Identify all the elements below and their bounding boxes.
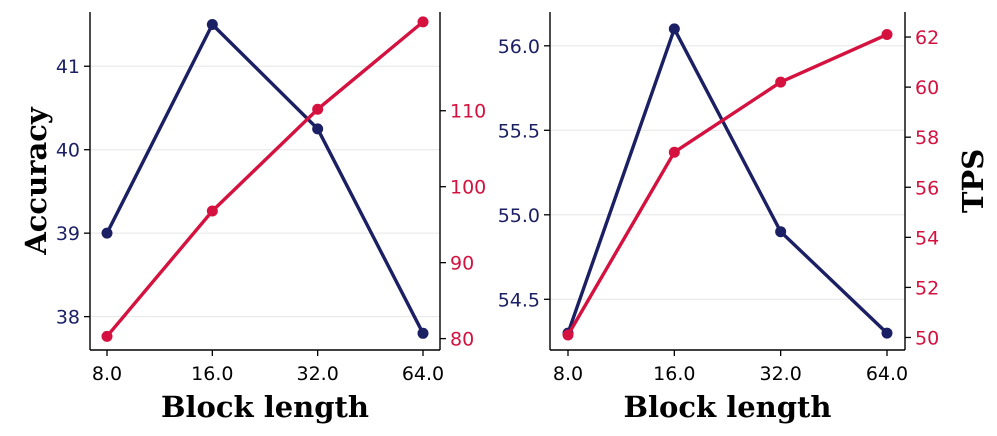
x-tick-label: 16.0 (191, 363, 233, 385)
data-point-tps (562, 329, 574, 341)
series-line-accuracy (566, 27, 889, 335)
right-tick-label: 80 (450, 329, 474, 351)
data-point-tps (668, 146, 680, 158)
x-tick-label: 64.0 (866, 363, 908, 385)
data-point-accuracy (312, 123, 324, 135)
right-tick-label: 110 (450, 101, 486, 123)
right-tick-label: 62 (915, 27, 939, 49)
x-tick-label: 32.0 (297, 363, 339, 385)
x-tick-label: 32.0 (760, 363, 802, 385)
left-tick-label: 56.0 (498, 36, 540, 58)
right-tick-label: 52 (915, 277, 939, 299)
x-tick-label: 8.0 (553, 363, 583, 385)
right-tick-label: 60 (915, 77, 939, 99)
right-tick-label: 100 (450, 177, 486, 199)
series-line-accuracy (105, 22, 425, 335)
series-line-tps (105, 20, 425, 338)
data-point-tps (417, 16, 429, 28)
data-point-tps (206, 205, 218, 217)
data-point-accuracy (775, 226, 787, 238)
data-point-tps (881, 29, 893, 41)
left-axis-title: Accuracy (19, 106, 53, 256)
data-point-accuracy (101, 227, 113, 239)
chart-panel-left: 38 39 40 41 80 90 100 110 8.0 16.0 32.0 64.0 Block l… (19, 12, 486, 424)
right-tick-label: 50 (915, 327, 939, 349)
left-tick-label: 54.5 (498, 289, 540, 311)
series-line-tps (566, 32, 888, 336)
x-tick-label: 16.0 (653, 363, 695, 385)
right-tick-label: 54 (915, 227, 939, 249)
left-tick-label: 39 (56, 223, 80, 245)
left-tick-label: 55.5 (498, 120, 540, 142)
data-point-accuracy (417, 327, 429, 339)
right-tick-label: 90 (450, 253, 474, 275)
right-axis-title: TPS (956, 149, 990, 213)
chart-panel-right: 54.5 55.0 55.5 56.0 50 52 54 56 58 60 62 8.0 16.0 32.… (498, 12, 990, 424)
data-point-tps (312, 103, 324, 115)
data-point-tps (775, 76, 787, 88)
left-tick-label: 40 (56, 140, 80, 162)
x-tick-label: 8.0 (92, 363, 122, 385)
left-tick-label: 55.0 (498, 205, 540, 227)
x-tick-label: 64.0 (402, 363, 444, 385)
right-tick-label: 56 (915, 177, 939, 199)
data-point-accuracy (881, 327, 893, 339)
left-tick-label: 38 (56, 307, 80, 329)
x-axis-title: Block length (623, 390, 831, 424)
data-point-accuracy (668, 23, 680, 35)
data-point-tps (101, 330, 113, 342)
x-axis-title: Block length (161, 390, 369, 424)
right-tick-label: 58 (915, 127, 939, 149)
data-point-accuracy (206, 19, 218, 31)
left-tick-label: 41 (56, 56, 80, 78)
